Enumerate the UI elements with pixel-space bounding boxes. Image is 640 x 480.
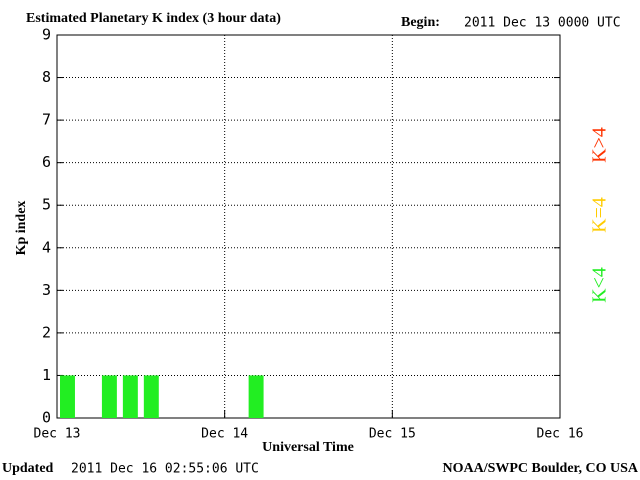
x-axis-label: Universal Time <box>262 440 354 455</box>
y-tick-label: 5 <box>42 196 51 214</box>
begin-label: Begin: <box>401 15 440 30</box>
x-tick-label: Dec 16 <box>537 427 584 442</box>
y-tick-label: 2 <box>42 323 51 341</box>
y-tick-label: 9 <box>42 26 51 44</box>
y-axis-label: Kp index <box>14 201 29 256</box>
begin-date: 2011 Dec 13 0000 UTC <box>464 16 621 31</box>
source: NOAA/SWPC Boulder, CO USA <box>442 461 638 476</box>
bar <box>248 375 264 418</box>
x-tick-label: Dec 15 <box>369 427 416 442</box>
legend-entry: K<4 <box>589 267 611 303</box>
y-tick-label: 6 <box>42 153 51 171</box>
bar <box>101 375 117 418</box>
plot-frame <box>56 34 561 419</box>
legend-entry: K>4 <box>589 127 611 163</box>
y-tick-label: 4 <box>42 238 51 256</box>
y-tick-label: 3 <box>42 281 51 299</box>
updated-label: Updated <box>2 461 54 476</box>
legend-entry: K=4 <box>589 197 611 233</box>
bar <box>143 375 159 418</box>
updated-date: 2011 Dec 16 02:55:06 UTC <box>71 462 259 477</box>
y-tick-label: 1 <box>42 366 51 384</box>
bar <box>60 375 75 418</box>
bar <box>122 375 138 418</box>
y-tick-label: 0 <box>42 409 51 427</box>
chart-title: Estimated Planetary K index (3 hour data… <box>26 11 281 26</box>
x-tick-label: Dec 14 <box>201 427 248 442</box>
y-tick-label: 7 <box>42 111 51 129</box>
y-tick-label: 8 <box>42 68 51 86</box>
x-tick-label: Dec 13 <box>34 427 81 442</box>
